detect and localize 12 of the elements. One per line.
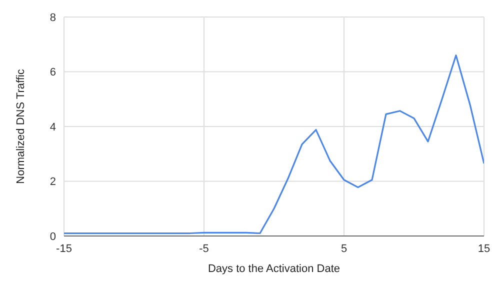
- x-tick-label: -15: [56, 242, 72, 255]
- y-tick-label: 4: [50, 121, 56, 134]
- y-tick-label: 8: [50, 12, 56, 24]
- y-tick-label: 2: [50, 176, 56, 188]
- y-axis-title: Normalized DNS Traffic: [14, 68, 27, 184]
- line-series: [64, 54, 484, 234]
- y-tick-label: 6: [50, 66, 56, 79]
- x-axis-title: Days to the Activation Date: [208, 263, 340, 275]
- x-tick-label: 5: [340, 242, 348, 255]
- x-tick-label: 15: [478, 242, 490, 255]
- x-tick-label: -5: [199, 242, 209, 255]
- y-tick-label: 0: [50, 230, 56, 243]
